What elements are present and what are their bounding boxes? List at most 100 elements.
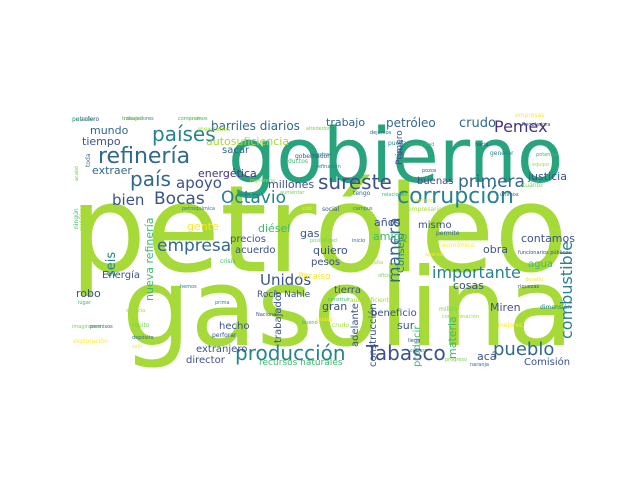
tiny-word: depósito xyxy=(132,335,154,341)
word-pueblo: pueblo xyxy=(493,339,555,360)
word-tierra: tierra xyxy=(334,285,362,296)
word-tabasco: Tabasco xyxy=(366,341,446,365)
tiny-word: autosuficientes xyxy=(350,297,396,304)
word-petroleo2: petróleo xyxy=(386,116,436,130)
tiny-word: petroquímica xyxy=(182,206,216,212)
tiny-word: cuánto xyxy=(522,182,543,189)
tiny-word: hemos xyxy=(180,284,197,290)
word-mundo: mundo xyxy=(90,124,129,137)
word-sur: sur xyxy=(397,319,415,332)
tiny-word: riquezas xyxy=(518,284,540,290)
word-paises: países xyxy=(152,122,216,146)
tiny-word: siempre xyxy=(413,198,434,204)
tiny-word: bueno xyxy=(302,320,318,326)
word-apoyo: apoyo xyxy=(176,174,222,192)
tiny-word: normalidad xyxy=(406,142,435,148)
tiny-word: lugar xyxy=(78,300,91,306)
word-bocas: Bocas xyxy=(154,189,205,209)
tiny-word: mejores xyxy=(498,322,523,329)
word-primera: primera xyxy=(458,172,525,192)
word-cosas: cosas xyxy=(453,279,484,292)
word-cloud: petróleo gasolina gobierno refinería paí… xyxy=(70,113,585,371)
tiny-word: compramos xyxy=(178,116,208,122)
word-diesel: diésel xyxy=(258,222,291,235)
tiny-word: equipo xyxy=(532,162,550,168)
tiny-word: alrededor xyxy=(306,126,331,132)
word-tiempo: tiempo xyxy=(82,135,121,148)
tiny-word: progreso xyxy=(445,357,468,363)
tiny-word: repito xyxy=(132,322,150,329)
tiny-word: Nacional xyxy=(256,312,278,318)
tiny-word: gobernador xyxy=(295,153,330,160)
tiny-word: funcionarios públicos xyxy=(518,250,571,256)
word-empresa: empresa xyxy=(157,236,232,256)
tiny-word: toda xyxy=(85,153,92,167)
tiny-word: tengo xyxy=(353,190,371,197)
word-justicia: justicia xyxy=(528,170,567,183)
tiny-word: potencia xyxy=(536,152,558,158)
word-millones: millones xyxy=(268,178,315,191)
tiny-word: sólo xyxy=(302,206,313,212)
tiny-word: empresas xyxy=(515,113,545,119)
tiny-word: hacia xyxy=(475,142,489,148)
tiny-word: dejamos xyxy=(370,130,392,136)
word-miren: Miren xyxy=(490,301,521,314)
word-sureste: sureste xyxy=(318,170,392,194)
tiny-word: trabajadores xyxy=(122,116,154,122)
tiny-word: oficinas xyxy=(378,273,398,279)
word-barriles: barriles diarios xyxy=(211,119,300,133)
tiny-word: comercio xyxy=(178,116,201,122)
tiny-word: mexicanos xyxy=(198,126,231,133)
tiny-word: crisis xyxy=(220,258,236,265)
tiny-word: nuestras xyxy=(310,152,332,158)
tiny-word: petrolero xyxy=(72,116,100,123)
word-comision: Comisión xyxy=(524,357,571,368)
word-paraiso: Paraíso xyxy=(298,272,331,282)
word-recursos: recursos naturales xyxy=(259,358,343,368)
tiny-word: acabó xyxy=(74,165,80,181)
word-nueva-refineria: nueva refinería xyxy=(143,217,156,302)
word-corrupcion: corrupción xyxy=(397,184,514,209)
word-gente: gente xyxy=(187,220,219,233)
word-precios: precios xyxy=(230,234,266,245)
tiny-word: ciudad xyxy=(316,317,333,323)
tiny-word: refinación xyxy=(316,164,341,170)
word-produccion: producción xyxy=(235,341,346,365)
tiny-word: últimos xyxy=(500,192,519,198)
word-sacar: sacar xyxy=(222,145,250,156)
tiny-word: construir xyxy=(328,297,351,303)
tiny-word: inicio xyxy=(352,238,366,244)
tiny-word: pasado xyxy=(72,116,94,123)
word-gas: gas xyxy=(300,227,320,240)
tiny-word: aumentar xyxy=(280,190,305,196)
word-petroleo: petróleo xyxy=(70,161,568,300)
word-rocio: Rocío Nahle xyxy=(257,290,311,300)
tiny-word: momento xyxy=(122,116,147,122)
word-extranjero: extranjero xyxy=(196,344,248,355)
word-obra: obra xyxy=(483,243,508,256)
word-octavio: Octavio xyxy=(221,188,286,208)
word-hecho: hecho xyxy=(219,321,250,332)
word-buenas: buenas xyxy=(417,176,454,187)
word-gran: gran xyxy=(322,300,348,313)
word-quiero: quiero xyxy=(313,244,348,257)
tiny-word: llega xyxy=(408,338,421,344)
word-aca: acá xyxy=(477,350,497,363)
tiny-word: pozos xyxy=(422,168,437,174)
tiny-word: salir xyxy=(132,344,143,350)
tiny-word: aparato xyxy=(425,252,445,258)
word-materia: materia xyxy=(446,316,459,359)
word-importante: importante xyxy=(432,263,521,282)
tiny-word: prima xyxy=(215,300,230,306)
tiny-word: empresarios xyxy=(408,206,446,213)
tiny-word: millón xyxy=(439,306,458,313)
word-mismo: mismo xyxy=(418,220,452,231)
tiny-word: exploración xyxy=(73,338,108,345)
word-contamos: contamos xyxy=(521,232,575,245)
tiny-word: ciudadano xyxy=(79,204,85,231)
word-anos: años xyxy=(374,216,401,229)
word-energia: Energía xyxy=(102,270,140,281)
word-pais: país xyxy=(130,167,171,191)
word-unidos: Unidos xyxy=(260,271,312,289)
word-agua: agua xyxy=(528,259,553,270)
